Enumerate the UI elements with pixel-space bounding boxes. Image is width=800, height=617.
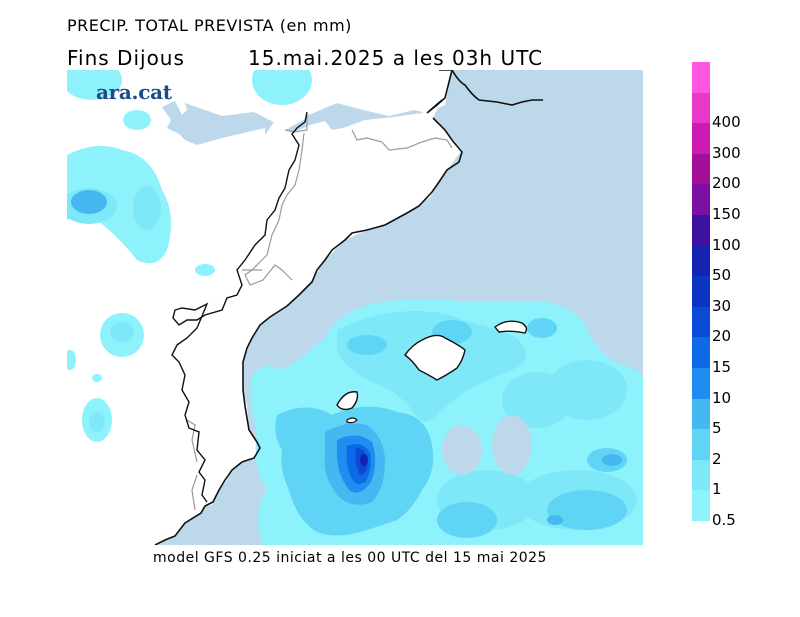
precip-field bbox=[67, 70, 643, 545]
legend-label: 10 bbox=[712, 388, 732, 407]
legend-swatch bbox=[692, 429, 710, 460]
mallorca-island bbox=[404, 334, 466, 381]
legend-swatch bbox=[692, 490, 710, 521]
forecast-period: Fins Dijous bbox=[67, 46, 185, 70]
legend-swatch bbox=[692, 123, 710, 154]
legend-swatch bbox=[692, 368, 710, 399]
legend-swatch bbox=[692, 398, 710, 430]
legend-label: 5 bbox=[712, 419, 722, 438]
legend-label: 50 bbox=[712, 266, 732, 285]
legend-label: 2 bbox=[712, 449, 722, 468]
brand-logo: ara.cat bbox=[96, 80, 172, 104]
legend-label: 1 bbox=[712, 480, 722, 499]
legend-label: 15 bbox=[712, 358, 732, 376]
precipitation-map bbox=[67, 70, 643, 545]
legend-swatch bbox=[692, 276, 710, 307]
legend-swatch bbox=[692, 459, 710, 491]
region-borders bbox=[186, 115, 453, 511]
legend-label: 400 bbox=[712, 113, 741, 132]
legend-label: 200 bbox=[712, 174, 741, 193]
valid-time: 15.mai.2025 a les 03h UTC bbox=[248, 46, 544, 70]
legend-swatch bbox=[692, 92, 710, 124]
legend-swatch bbox=[692, 245, 710, 277]
legend-label: 100 bbox=[712, 235, 741, 254]
legend-swatch bbox=[692, 337, 710, 368]
formentera-island bbox=[346, 417, 358, 424]
legend-swatch bbox=[692, 153, 710, 185]
legend-swatch bbox=[692, 184, 710, 215]
coastline bbox=[154, 70, 543, 545]
ibiza-island bbox=[336, 391, 359, 411]
menorca-island bbox=[494, 320, 528, 334]
legend-swatch bbox=[692, 215, 710, 246]
legend-label: 0.5 bbox=[712, 511, 736, 529]
legend-label: 300 bbox=[712, 143, 741, 162]
legend-swatch bbox=[692, 62, 710, 93]
chart-subtitle: Fins Dijous 15.mai.2025 a les 03h UTC bbox=[67, 46, 543, 70]
legend-label: 30 bbox=[712, 296, 732, 315]
model-info: model GFS 0.25 iniciat a les 00 UTC del … bbox=[153, 550, 547, 566]
legend-swatch bbox=[692, 306, 710, 338]
inland-border bbox=[171, 70, 452, 503]
legend-label: 20 bbox=[712, 327, 732, 346]
chart-title: PRECIP. TOTAL PREVISTA (en mm) bbox=[67, 16, 352, 35]
legend-label: 150 bbox=[712, 205, 741, 223]
legend-colorbar bbox=[692, 62, 710, 521]
mainland-land bbox=[67, 70, 462, 545]
